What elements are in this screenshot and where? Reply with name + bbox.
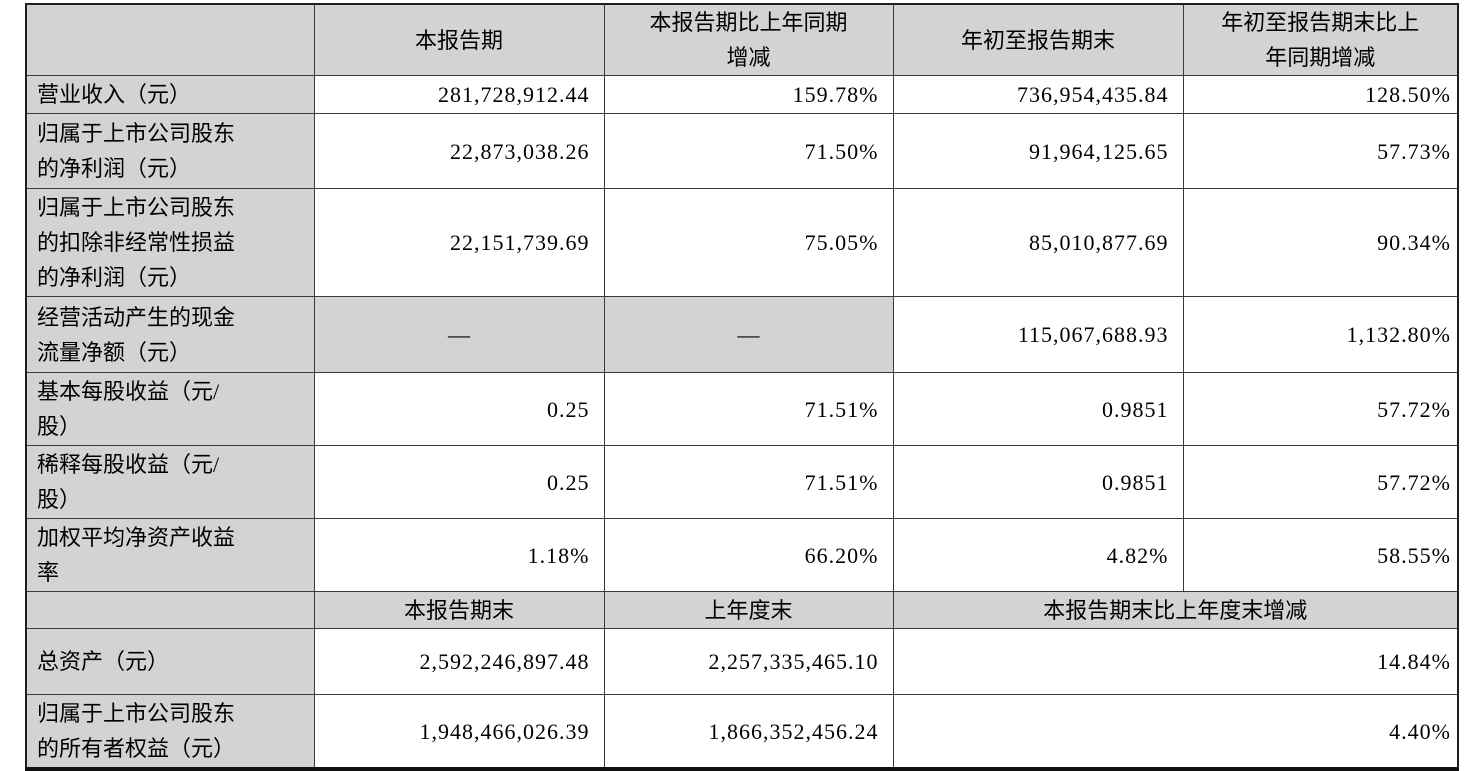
metric-value-cell: 4.40%	[892, 694, 1459, 770]
metric-value-cell: 66.20%	[603, 518, 894, 592]
header-row: 本报告期末 上年度末 本报告期末比上年度末增减	[25, 591, 1459, 629]
na-cell: —	[603, 296, 894, 373]
na-cell: —	[313, 296, 605, 373]
metric-value-cell: 14.84%	[892, 628, 1459, 695]
metric-row: 加权平均净资产收益 率 1.18% 66.20% 4.82% 58.55%	[25, 518, 1459, 592]
metric-value-cell: 115,067,688.93	[892, 296, 1184, 373]
metric-label-cell: 加权平均净资产收益 率	[25, 518, 315, 592]
metric-row: 归属于上市公司股东 的扣除非经常性损益 的净利润（元） 22,151,739.69…	[25, 188, 1459, 297]
metric-row: 总资产（元） 2,592,246,897.48 2,257,335,465.10 14…	[25, 628, 1459, 695]
metric-row: 归属于上市公司股东 的所有者权益（元） 1,948,466,026.39 1,866…	[25, 694, 1459, 770]
metric-value-cell: 22,151,739.69	[313, 188, 605, 297]
metric-value-cell: 0.9851	[892, 372, 1184, 446]
metric-value-cell: 71.51%	[603, 445, 894, 519]
header-cell: 本报告期末	[313, 591, 605, 629]
metric-row: 归属于上市公司股东 的净利润（元） 22,873,038.26 71.50% 91,9…	[25, 113, 1459, 189]
metric-value-cell: 1,132.80%	[1182, 296, 1459, 373]
metric-value-cell: 0.25	[313, 372, 605, 446]
metric-row: 经营活动产生的现金 流量净额（元） — —115,067,688.93 1,132.8…	[25, 296, 1459, 373]
metric-row: 营业收入（元） 281,728,912.44 159.78% 736,954,435.…	[25, 75, 1459, 114]
metric-value-cell: 0.9851	[892, 445, 1184, 519]
header-cell: 年初至报告期末比上 年同期增减	[1182, 3, 1459, 76]
metric-value-cell: 1.18%	[313, 518, 605, 592]
metric-value-cell: 1,948,466,026.39	[313, 694, 605, 770]
metric-value-cell: 57.72%	[1182, 372, 1459, 446]
metric-value-cell: 281,728,912.44	[313, 75, 605, 114]
metric-label-cell: 稀释每股收益（元/ 股）	[25, 445, 315, 519]
metric-value-cell: 2,257,335,465.10	[603, 628, 894, 695]
metric-label-cell: 归属于上市公司股东 的所有者权益（元）	[25, 694, 315, 770]
key-financials-table-body: 本报告期 本报告期比上年同期 增减 年初至报告期末 年初至报告期末比上 年同期增减 营业…	[25, 3, 1459, 770]
metric-row: 稀释每股收益（元/ 股） 0.25 71.51% 0.9851 57.72%	[25, 445, 1459, 519]
metric-value-cell: 2,592,246,897.48	[313, 628, 605, 695]
header-empty-cell	[25, 591, 315, 629]
metric-label-cell: 基本每股收益（元/ 股）	[25, 372, 315, 446]
metric-value-cell: 71.50%	[603, 113, 894, 189]
metric-value-cell: 159.78%	[603, 75, 894, 114]
metric-row: 基本每股收益（元/ 股） 0.25 71.51% 0.9851 57.72%	[25, 372, 1459, 446]
metric-label-cell: 归属于上市公司股东 的扣除非经常性损益 的净利润（元）	[25, 188, 315, 297]
header-cell: 上年度末	[603, 591, 894, 629]
metric-value-cell: 91,964,125.65	[892, 113, 1184, 189]
metric-value-cell: 58.55%	[1182, 518, 1459, 592]
metric-value-cell: 90.34%	[1182, 188, 1459, 297]
header-cell: 本报告期比上年同期 增减	[603, 3, 894, 76]
metric-value-cell: 57.72%	[1182, 445, 1459, 519]
metric-label-cell: 经营活动产生的现金 流量净额（元）	[25, 296, 315, 373]
header-row: 本报告期 本报告期比上年同期 增减 年初至报告期末 年初至报告期末比上 年同期增减	[25, 3, 1459, 76]
header-cell: 本报告期末比上年度末增减	[892, 591, 1459, 629]
metric-value-cell: 736,954,435.84	[892, 75, 1184, 114]
metric-value-cell: 85,010,877.69	[892, 188, 1184, 297]
metric-value-cell: 4.82%	[892, 518, 1184, 592]
metric-value-cell: 75.05%	[603, 188, 894, 297]
key-financials-table: 本报告期 本报告期比上年同期 增减 年初至报告期末 年初至报告期末比上 年同期增减 营业…	[25, 3, 1459, 771]
metric-label-cell: 总资产（元）	[25, 628, 315, 695]
metric-value-cell: 22,873,038.26	[313, 113, 605, 189]
header-empty-cell	[25, 3, 315, 76]
metric-value-cell: 128.50%	[1182, 75, 1459, 114]
header-cell: 年初至报告期末	[892, 3, 1184, 76]
header-cell: 本报告期	[313, 3, 605, 76]
metric-label-cell: 营业收入（元）	[25, 75, 315, 114]
metric-value-cell: 57.73%	[1182, 113, 1459, 189]
metric-value-cell: 0.25	[313, 445, 605, 519]
metric-value-cell: 71.51%	[603, 372, 894, 446]
metric-value-cell: 1,866,352,456.24	[603, 694, 894, 770]
metric-label-cell: 归属于上市公司股东 的净利润（元）	[25, 113, 315, 189]
